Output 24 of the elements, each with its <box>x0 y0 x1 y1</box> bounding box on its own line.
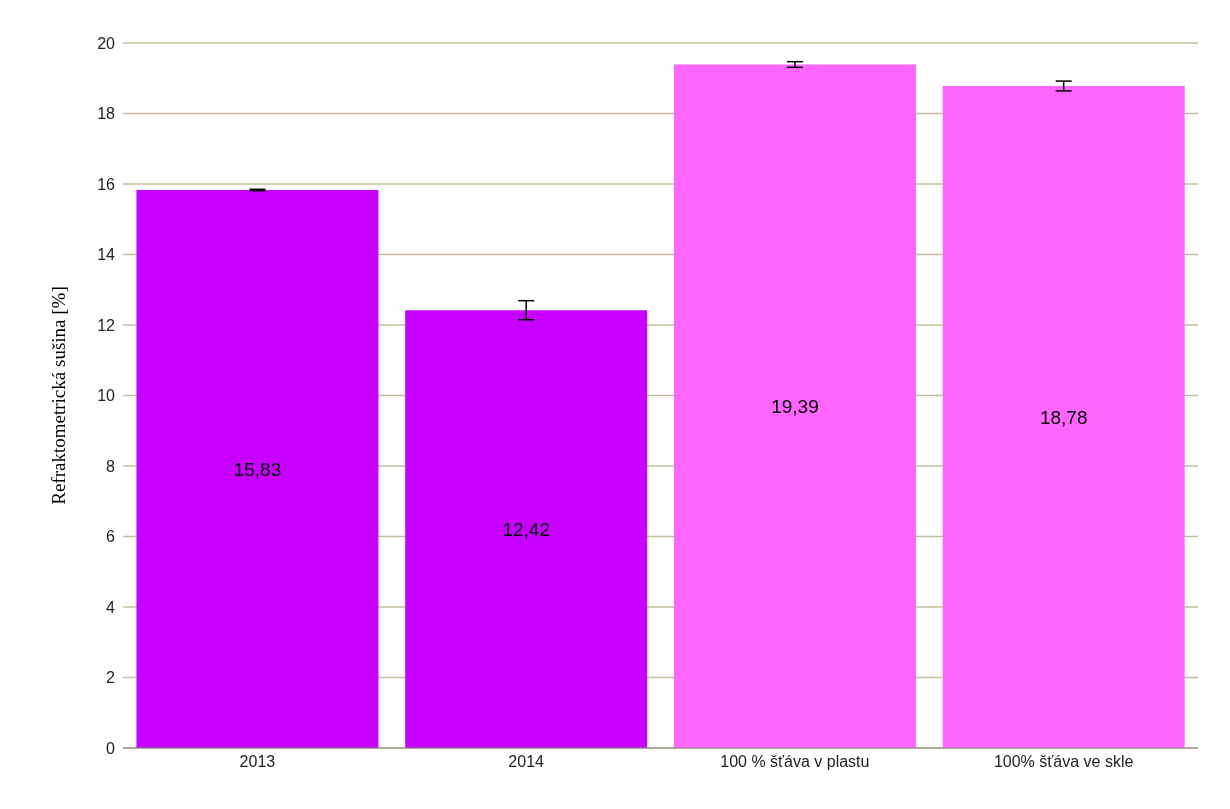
data-label: 19,39 <box>771 396 819 417</box>
data-label: 18,78 <box>1039 406 1088 428</box>
y-tick-label: 20 <box>97 34 116 52</box>
bar <box>942 86 1185 748</box>
y-tick-label: 2 <box>106 669 116 687</box>
y-axis-title: Refraktometrická sušina [%] <box>47 286 69 505</box>
y-tick-label: 18 <box>97 105 116 123</box>
x-tick-label: 100% šťáva ve skle <box>993 753 1134 771</box>
y-tick-label: 10 <box>97 387 116 405</box>
x-tick-label: 100 % šťáva v plastu <box>720 753 870 771</box>
y-tick-label: 14 <box>97 246 116 264</box>
bar <box>673 64 916 748</box>
bar <box>405 310 648 748</box>
x-tick-label: 2014 <box>508 753 545 771</box>
y-tick-label: 12 <box>97 316 116 334</box>
y-tick-label: 6 <box>106 528 116 546</box>
bar <box>136 189 379 748</box>
y-tick-label: 16 <box>97 175 116 193</box>
y-tick-label: 8 <box>106 457 116 475</box>
y-tick-label: 0 <box>106 739 116 757</box>
y-tick-label: 4 <box>106 598 116 616</box>
data-label: 15,83 <box>233 458 282 480</box>
x-tick-label: 2013 <box>239 753 276 771</box>
data-label: 12,42 <box>502 518 550 540</box>
